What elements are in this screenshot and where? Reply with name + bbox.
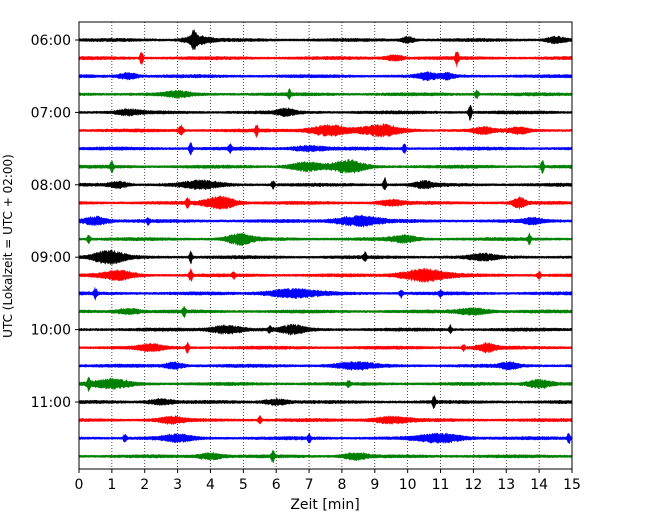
x-axis-label: Zeit [min] — [290, 497, 359, 513]
x-tick-label: 8 — [337, 477, 346, 493]
x-tick-label: 11 — [432, 477, 450, 493]
x-axis-ticks: 0 1 2 3 4 5 6 7 8 9 10 11 12 13 14 15 — [75, 469, 581, 493]
x-tick-label: 14 — [530, 477, 548, 493]
y-tick-label: 09:00 — [31, 250, 71, 266]
y-tick-label: 08:00 — [31, 178, 71, 194]
y-axis-ticks: 06:00 07:00 08:00 09:00 10:00 11:00 — [31, 33, 79, 411]
x-tick-label: 7 — [305, 477, 314, 493]
y-tick-label: 06:00 — [31, 33, 71, 49]
x-tick-label: 1 — [107, 477, 116, 493]
x-tick-label: 2 — [140, 477, 149, 493]
y-tick-label: 11:00 — [31, 395, 71, 411]
y-tick-label: 10:00 — [31, 323, 71, 339]
y-axis-label: UTC (Lokalzeit = UTC + 02:00) — [1, 154, 15, 338]
seismic-traces — [78, 28, 573, 464]
x-tick-label: 6 — [272, 477, 281, 493]
x-tick-label: 5 — [239, 477, 248, 493]
vertical-grid-lines — [111, 22, 540, 469]
y-tick-label: 07:00 — [31, 105, 71, 121]
x-tick-label: 4 — [206, 477, 215, 493]
x-tick-label: 9 — [370, 477, 379, 493]
x-tick-label: 13 — [497, 477, 515, 493]
x-tick-label: 15 — [563, 477, 581, 493]
x-tick-label: 0 — [75, 477, 84, 493]
x-tick-label: 12 — [464, 477, 482, 493]
x-tick-label: 3 — [173, 477, 182, 493]
x-tick-label: 10 — [399, 477, 417, 493]
plot-background — [79, 22, 572, 469]
plot-frame — [78, 21, 573, 470]
